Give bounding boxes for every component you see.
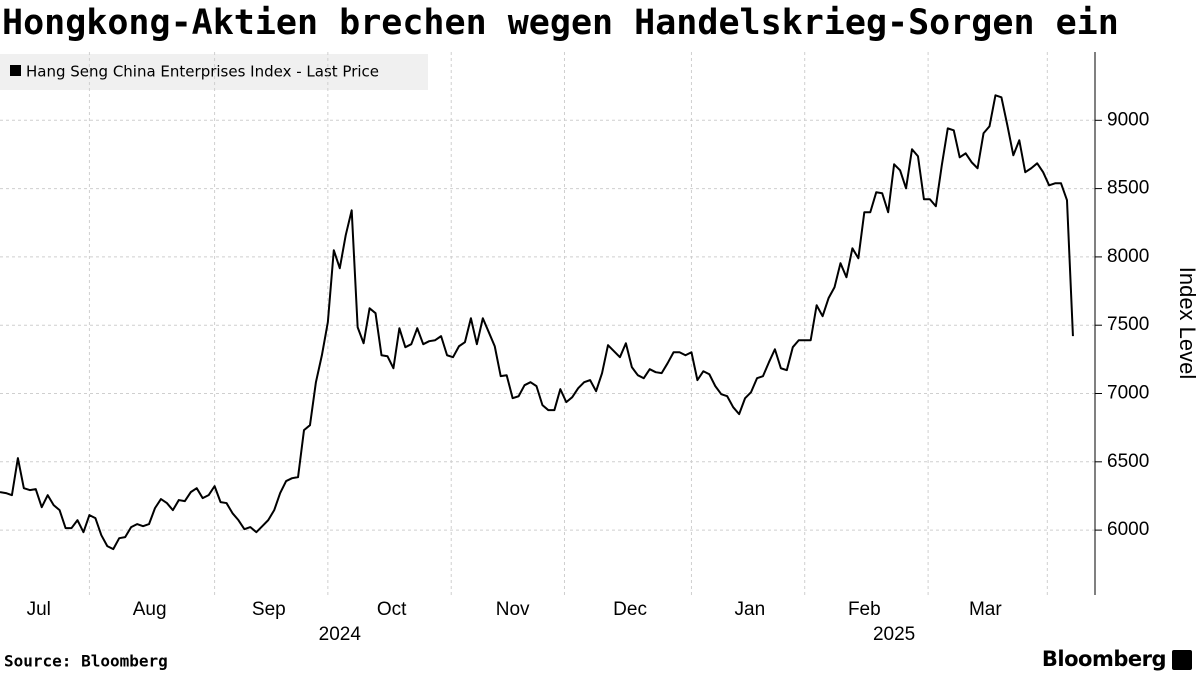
y-tick-label: 6000 — [1107, 519, 1149, 540]
legend-label: Hang Seng China Enterprises Index - Last… — [26, 63, 379, 81]
source: Source: Bloomberg — [4, 652, 168, 671]
chart-title: Hongkong-Aktien brechen wegen Handelskri… — [2, 3, 1119, 43]
x-year-label: 2025 — [873, 624, 915, 645]
legend-swatch — [10, 65, 21, 76]
y-tick-label: 9000 — [1107, 109, 1149, 130]
x-tick-label: Sep — [252, 599, 286, 620]
y-axis-label: Index Level — [1175, 267, 1200, 380]
y-tick-label: 8500 — [1107, 178, 1149, 199]
y-tick-label: 7500 — [1107, 314, 1149, 335]
legend-box — [0, 54, 428, 90]
x-tick-label: Feb — [848, 599, 881, 620]
brand: Bloomberg — [1042, 647, 1166, 671]
y-tick-label: 8000 — [1107, 246, 1149, 267]
brand-icon — [1172, 650, 1192, 670]
x-tick-label: Mar — [969, 599, 1002, 620]
x-tick-label: Jul — [27, 599, 51, 620]
x-tick-label: Nov — [496, 599, 530, 620]
x-tick-label: Dec — [613, 599, 647, 620]
x-tick-label: Jan — [735, 599, 766, 620]
y-tick-label: 6500 — [1107, 451, 1149, 472]
line — [0, 94, 1074, 551]
x-year-label: 2024 — [319, 624, 362, 645]
y-tick-label: 7000 — [1107, 383, 1149, 404]
x-tick-label: Oct — [377, 599, 407, 620]
x-tick-label: Aug — [133, 599, 167, 620]
